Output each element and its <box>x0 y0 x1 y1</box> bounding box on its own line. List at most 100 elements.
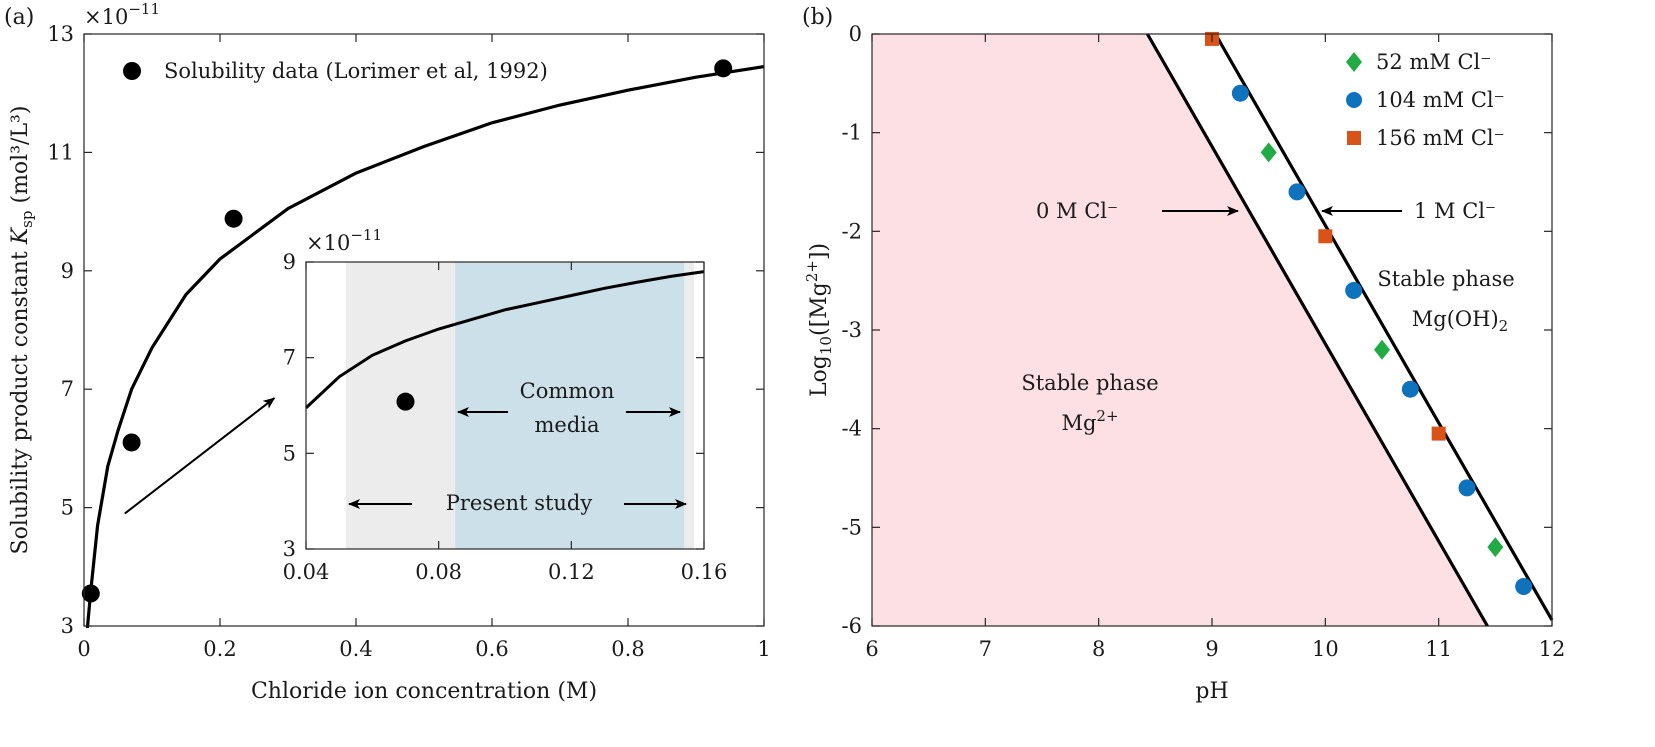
panel-b-region-right-line2-base: Mg(OH) <box>1412 307 1499 331</box>
panel-a-y-exponent-power: −11 <box>128 0 160 18</box>
panel-b-x-axis: 6 7 8 9 10 11 12 <box>865 34 1565 661</box>
panel-a-axes-frame <box>83 33 765 627</box>
panel-b-y-axis-label-prefix: Log <box>807 355 832 397</box>
panel-a-y-tick-label: 13 <box>47 22 74 46</box>
panel-b-x-tick-label: 10 <box>1312 637 1339 661</box>
inset-data-point <box>396 392 415 411</box>
panel-b-region-left-line2-sup: 2+ <box>1096 407 1118 425</box>
panel-b-y-axis-label-mid: ([Mg <box>807 282 832 336</box>
panel-a-x-tick-label: 0.2 <box>203 637 236 661</box>
panel-b-x-tick-label: 6 <box>865 637 878 661</box>
inset-y-exponent-base: ×10 <box>306 231 350 255</box>
panel-a-y-tick-label: 3 <box>61 614 74 638</box>
panel-b-y-axis-label-sub: 10 <box>817 336 835 355</box>
panel-b-x-tick-label: 7 <box>979 637 992 661</box>
panel-b-label: (b) <box>802 5 833 30</box>
panel-b-point-circle <box>1401 380 1419 398</box>
panel-b-x-axis-label: pH <box>1195 679 1228 704</box>
inset-fit-curve <box>304 270 705 409</box>
panel-a-y-axis-label-units: (mol³/L³) <box>8 106 33 211</box>
inset-y-tick-label: 9 <box>283 250 296 274</box>
legend-label-52mM: 52 mM Cl⁻ <box>1376 50 1491 74</box>
panel-b-y-tick-label: -6 <box>842 614 862 638</box>
panel-b-y-tick-label: -3 <box>842 318 862 342</box>
panel-b-point-circle <box>1288 183 1306 201</box>
panel-a-x-tick-label: 0.4 <box>339 637 372 661</box>
panel-a-y-axis: 3 5 7 9 11 13 <box>47 22 764 638</box>
panel-b-y-axis-label-suffix: ]) <box>807 243 832 260</box>
inset-y-tick-label: 3 <box>283 537 296 561</box>
panel-a-y-axis-label-text: Solubility product constant <box>8 244 33 554</box>
panel-b-point-diamond <box>1487 537 1504 558</box>
inset-common-media-label-2: media <box>534 413 599 437</box>
inset-shade-common-media <box>455 262 685 549</box>
inset-data-points <box>396 392 415 411</box>
panel-b-point-circle <box>1345 282 1363 300</box>
panel-b-point-circle <box>1515 578 1533 596</box>
panel-a-inset: 0.04 0.08 0.12 0.16 3 5 7 9 ×10−11 Common medi… <box>283 226 728 584</box>
inset-y-tick-label: 5 <box>283 441 296 465</box>
legend-marker-52mM <box>1346 52 1362 72</box>
panel-b-point-square <box>1318 229 1333 244</box>
panel-b-transition-band <box>1147 34 1556 626</box>
inset-x-tick-label: 0.12 <box>548 560 595 584</box>
legend-marker-156mM <box>1347 131 1361 145</box>
legend-label-104mM: 104 mM Cl⁻ <box>1376 88 1505 112</box>
panel-a-data-point <box>224 209 243 228</box>
legend-marker-104mM <box>1346 92 1362 108</box>
panel-b-point-square <box>1431 426 1446 441</box>
panel-a-legend-label: Solubility data (Lorimer et al, 1992) <box>164 59 548 83</box>
panel-a-y-exponent-base: ×10 <box>84 5 128 29</box>
panel-b-region-left-line2-base: Mg <box>1061 411 1096 435</box>
panel-a-x-tick-label: 0.8 <box>611 637 644 661</box>
panel-b-x-tick-label: 9 <box>1205 637 1218 661</box>
inset-y-tick-label: 7 <box>283 346 296 370</box>
panel-b-y-tick-label: -4 <box>842 417 862 441</box>
panel-b-legend: 52 mM Cl⁻ 104 mM Cl⁻ 156 mM Cl⁻ <box>1346 50 1505 150</box>
inset-y-exponent-power: −11 <box>350 226 382 244</box>
panel-b-y-axis-label: Log10([Mg2+]) <box>803 243 835 397</box>
panel-a-y-exponent: ×10−11 <box>84 0 160 29</box>
panel-b-point-circle <box>1458 479 1476 497</box>
inset-x-tick-label: 0.16 <box>681 560 728 584</box>
panel-b: (b) 6 7 8 9 10 11 12 0-1-2-3-4-5-6 pH Log10([M… <box>802 5 1565 704</box>
panel-b-point-diamond <box>1374 339 1390 360</box>
inset-x-tick-label: 0.08 <box>415 560 462 584</box>
panel-b-x-tick-label: 12 <box>1539 637 1566 661</box>
panel-b-1M-label: 1 M Cl⁻ <box>1414 199 1496 223</box>
inset-y-exponent: ×10−11 <box>306 226 382 255</box>
panel-b-0M-label: 0 M Cl⁻ <box>1036 199 1118 223</box>
panel-b-y-tick-label: -2 <box>842 219 862 243</box>
panel-a-data-point <box>81 584 100 603</box>
panel-a-x-axis: 0 0.2 0.4 0.6 0.8 1 <box>77 34 771 661</box>
panel-b-line-1M-cl <box>1214 33 1554 621</box>
panel-b-region-left-line1: Stable phase <box>1021 371 1158 395</box>
legend-label-156mM: 156 mM Cl⁻ <box>1376 126 1505 150</box>
inset-common-media-label-1: Common <box>520 379 615 403</box>
panel-b-y-axis: 0 -1 -2 -3 -4 -5 -6 <box>842 22 1552 638</box>
panel-a-x-tick-label: 0 <box>77 637 90 661</box>
panel-a-fit-curve <box>85 65 765 629</box>
panel-a-x-tick-label: 0.6 <box>475 637 508 661</box>
panel-b-x-tick-label: 8 <box>1092 637 1105 661</box>
panel-b-y-tick-label: -1 <box>842 121 862 145</box>
panel-b-line-0M-cl <box>1146 33 1489 627</box>
inset-y-axis: 3 5 7 9 <box>283 250 704 561</box>
panel-b-region-right-line1: Stable phase <box>1377 267 1514 291</box>
panel-a-y-tick-label: 5 <box>61 496 74 520</box>
panel-a-x-tick-label: 1 <box>757 637 770 661</box>
panel-a-legend-marker <box>123 62 141 80</box>
inset-present-study-label: Present study <box>446 491 593 515</box>
inset-x-tick-label: 0.04 <box>283 560 330 584</box>
inset-x-axis: 0.04 0.08 0.12 0.16 <box>283 262 728 584</box>
panel-a-data-point <box>714 59 733 78</box>
panel-b-region-right-line2: Mg(OH)2 <box>1412 307 1508 335</box>
panel-b-region-left-line2: Mg2+ <box>1061 407 1118 435</box>
panel-b-region-right-line2-sub: 2 <box>1499 317 1509 335</box>
panel-b-y-tick-label: 0 <box>849 22 862 46</box>
panel-a-y-tick-label: 9 <box>61 259 74 283</box>
panel-b-point-diamond <box>1260 142 1277 163</box>
panel-a-plot-area <box>81 59 765 629</box>
